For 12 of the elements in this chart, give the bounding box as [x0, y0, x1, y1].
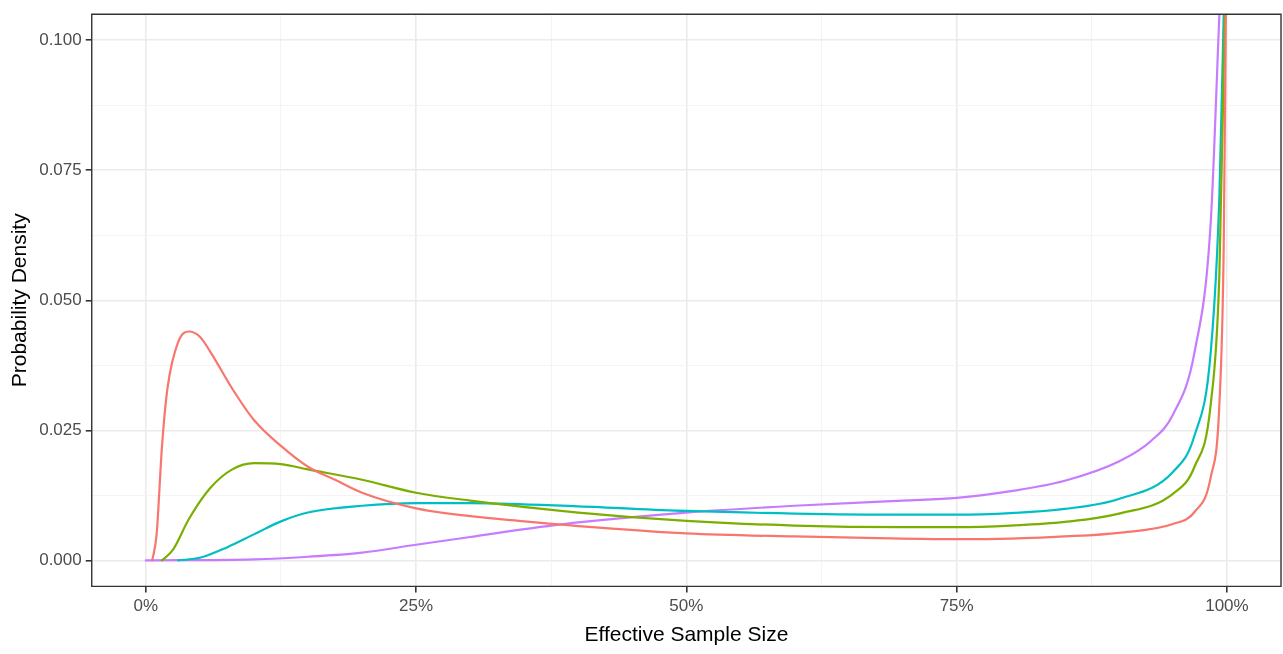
x-tick-label: 50%: [669, 596, 704, 616]
x-axis-title: Effective Sample Size: [584, 622, 789, 646]
y-axis-title: Probability Density: [7, 212, 31, 388]
y-tick-label: 0.050: [39, 289, 82, 309]
y-tick-label: 0.100: [39, 29, 82, 49]
x-tick-label: 75%: [939, 596, 974, 616]
y-tick-label: 0.075: [39, 159, 82, 179]
y-tick-label: 0.000: [39, 550, 82, 570]
x-tick-label: 0%: [133, 596, 159, 616]
x-tick-label: 100%: [1205, 596, 1249, 616]
x-tick-label: 25%: [399, 596, 434, 616]
y-tick-label: 0.025: [39, 420, 82, 440]
